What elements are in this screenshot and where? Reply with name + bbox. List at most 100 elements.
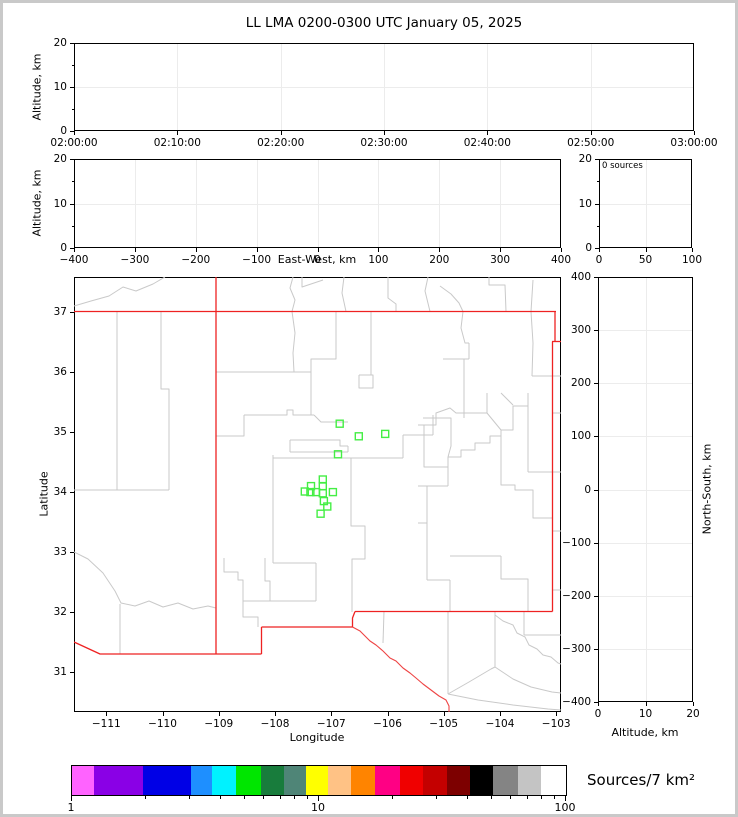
county-boundary-line (313, 414, 348, 423)
colorbar-segment (261, 766, 284, 795)
x-tick-label: 20 (686, 708, 700, 720)
x-tick-mark (487, 131, 489, 135)
panel-plan-view-map (74, 277, 561, 712)
county-boundary-line (439, 285, 469, 344)
x-tick-mark (162, 712, 164, 716)
x-tick-mark (106, 712, 108, 716)
county-boundary-line (488, 277, 507, 312)
x-tick-label: 03:00:00 (670, 137, 718, 149)
x-tick-mark (692, 248, 693, 252)
axis-label-altitude-1: Altitude, km (30, 53, 44, 121)
gridline (75, 203, 560, 205)
y-tick-mark (70, 371, 74, 373)
county-boundary-line (358, 374, 374, 389)
x-tick-label: 0 (594, 708, 602, 720)
x-tick-mark (439, 248, 441, 252)
lightning-source-marker (328, 487, 338, 497)
y-tick-mark (70, 87, 74, 88)
x-tick-mark (317, 248, 319, 252)
y-tick-mark (597, 225, 599, 227)
y-tick-mark (70, 248, 74, 249)
x-tick-label: 02:00:00 (50, 137, 98, 149)
county-boundary-line (500, 392, 514, 406)
y-tick-label: 20 (578, 153, 592, 165)
y-tick-mark (594, 702, 598, 703)
colorbar-minor-tick (279, 796, 281, 799)
x-tick-label: −200 (181, 254, 211, 266)
y-tick-mark (70, 203, 74, 205)
x-tick-label: 400 (550, 254, 572, 266)
county-boundary-line (301, 277, 324, 288)
county-boundary-line (418, 407, 487, 426)
colorbar-minor-tick (219, 796, 221, 799)
colorbar-minor-tick (510, 796, 512, 799)
county-boundary-line (448, 405, 528, 458)
colorbar-minor-tick (188, 796, 190, 799)
colorbar-segment (423, 766, 447, 795)
x-tick-label: −111 (91, 718, 121, 730)
gridline (599, 648, 692, 650)
colorbar-segment (375, 766, 400, 795)
x-tick-mark (561, 248, 562, 252)
y-tick-label: −100 (562, 536, 591, 549)
x-tick-mark (694, 131, 695, 135)
axis-label-north-south: North-South, km (700, 443, 714, 535)
county-boundary-line (423, 417, 452, 458)
gridline (599, 595, 692, 597)
x-tick-mark (500, 248, 502, 252)
colorbar-segment (351, 766, 375, 795)
y-tick-mark (70, 159, 74, 160)
y-tick-label: 32 (53, 605, 67, 618)
histogram-count-annotation: 0 sources (602, 161, 643, 171)
x-tick-label: 0 (314, 254, 321, 266)
colorbar-minor-tick (306, 796, 308, 799)
gridline (599, 542, 692, 544)
y-tick-label: 10 (53, 197, 67, 210)
county-boundary-line (291, 311, 296, 373)
y-tick-mark (595, 248, 599, 249)
x-tick-mark (384, 131, 385, 135)
y-tick-mark (595, 159, 599, 160)
colorbar-segment (284, 766, 306, 795)
y-tick-mark (72, 225, 74, 227)
x-tick-label: 300 (490, 254, 511, 266)
y-tick-label: −200 (562, 589, 591, 602)
county-boundary-line (74, 551, 217, 610)
y-tick-mark (594, 489, 598, 491)
x-tick-label: 02:20:00 (257, 137, 305, 149)
x-tick-label: 100 (681, 254, 703, 266)
x-tick-label: −110 (148, 718, 177, 730)
x-tick-label: −106 (373, 718, 402, 730)
county-boundary-line (341, 277, 347, 312)
y-tick-mark (70, 431, 74, 433)
county-boundary-line (223, 558, 244, 601)
y-tick-mark (72, 109, 74, 110)
axis-label-longitude: Longitude (289, 731, 345, 744)
x-tick-mark (645, 248, 647, 252)
x-tick-mark (134, 248, 136, 252)
colorbar-minor-tick (526, 796, 528, 799)
y-tick-mark (594, 436, 598, 438)
y-tick-mark (70, 611, 74, 613)
x-tick-label: −300 (120, 254, 150, 266)
y-tick-label: 300 (570, 324, 591, 337)
colorbar-minor-tick (466, 796, 468, 799)
x-tick-label: 02:10:00 (153, 137, 201, 149)
colorbar-minor-tick (263, 796, 265, 799)
colorbar-minor-tick (553, 796, 555, 799)
x-tick-label: 100 (368, 254, 389, 266)
colorbar-segment (400, 766, 423, 795)
x-tick-mark (590, 131, 592, 135)
county-boundary-line (500, 436, 553, 519)
colorbar-minor-tick (541, 796, 543, 799)
axis-label-east-west: East-West, km (277, 253, 357, 266)
axis-label-altitude-3: Altitude, km (611, 726, 679, 739)
x-tick-mark (218, 712, 220, 716)
y-tick-label: 20 (53, 37, 67, 49)
x-tick-label: 10 (638, 708, 653, 720)
x-tick-mark (645, 702, 647, 706)
x-tick-mark (74, 131, 75, 135)
colorbar-segment (493, 766, 518, 795)
y-tick-mark (595, 203, 599, 205)
colorbar-segment (328, 766, 351, 795)
